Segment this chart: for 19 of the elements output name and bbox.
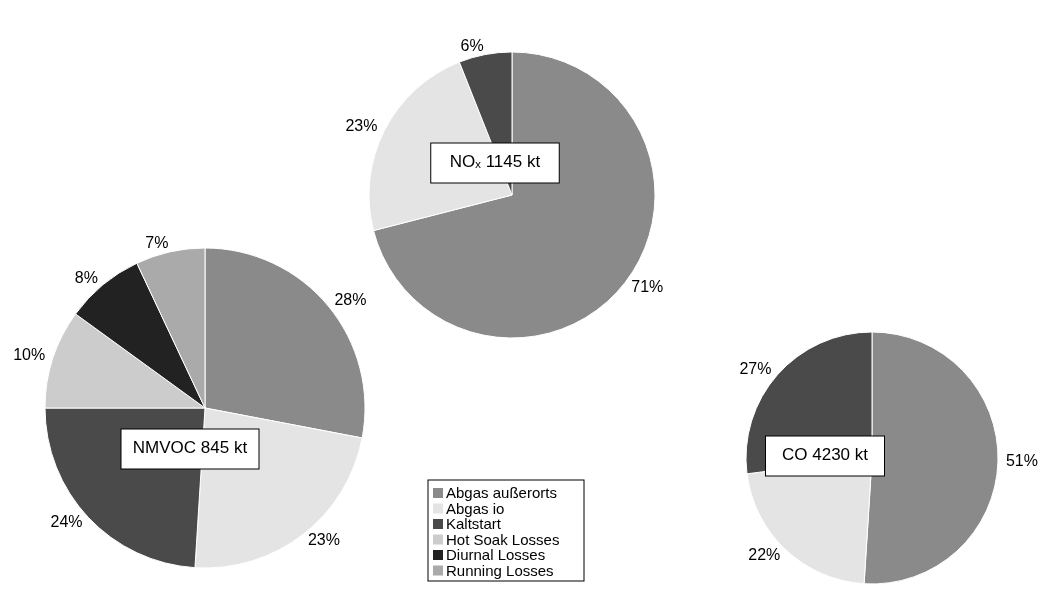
legend-label: Hot Soak Losses	[446, 530, 560, 548]
data-label: 51%	[1005, 452, 1038, 470]
legend-label: Diurnal Losses	[446, 546, 546, 563]
data-label: 23%	[307, 530, 340, 548]
text: NOₓ 1145 kt	[449, 152, 541, 172]
text: NMVOC 845 kt	[132, 438, 248, 458]
data-label: 7%	[145, 234, 169, 252]
text: CO 4230 kt	[782, 445, 869, 465]
data-label: 23%	[345, 116, 378, 134]
data-label: 10%	[13, 346, 46, 364]
legend-label: Abgas außerorts	[446, 484, 557, 501]
data-label: 6%	[460, 36, 484, 54]
data-label: 22%	[748, 545, 781, 563]
data-label: 24%	[50, 513, 83, 531]
data-label: 27%	[739, 359, 772, 377]
data-label: 8%	[74, 268, 98, 286]
data-label: 71%	[631, 277, 664, 295]
legend-label: Running Losses	[446, 561, 554, 579]
data-label: 28%	[334, 291, 367, 309]
